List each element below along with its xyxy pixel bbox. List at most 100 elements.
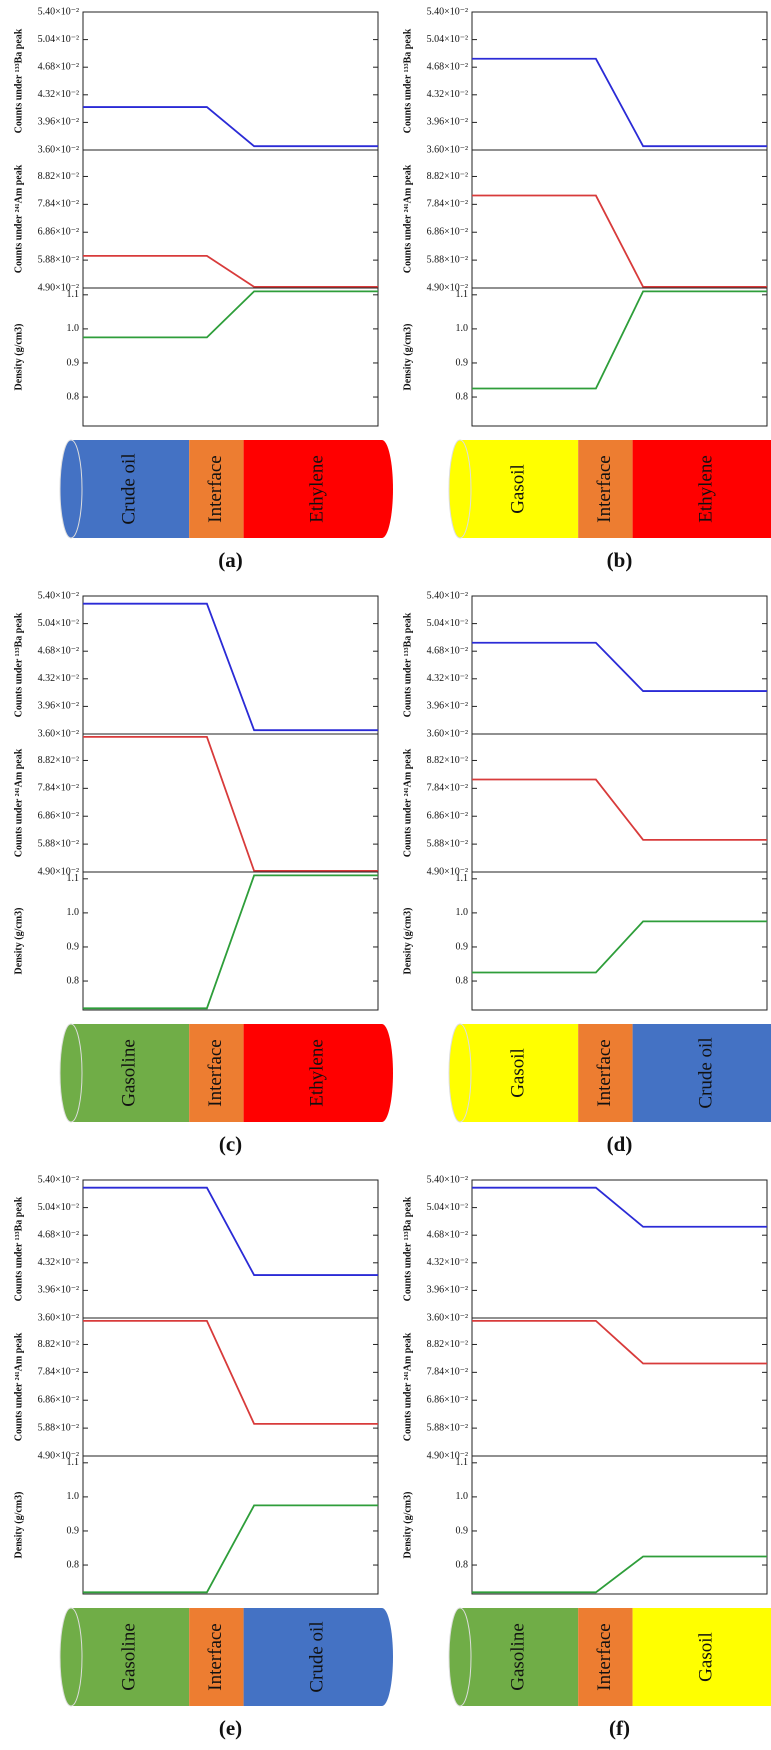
y-tick-label: 1.1	[456, 289, 469, 300]
data-line	[83, 874, 378, 1010]
y-tick-label: 4.68×10⁻²	[427, 645, 468, 656]
y-tick-label: 5.04×10⁻²	[427, 34, 468, 45]
y-tick-label: 7.84×10⁻²	[427, 783, 468, 794]
y-tick-label: 5.04×10⁻²	[38, 618, 79, 629]
data-line	[472, 1186, 767, 1228]
y-tick-label: 3.60×10⁻²	[38, 1312, 79, 1323]
panel: 3.60×10⁻² 3.96×10⁻² 4.32×10⁻² 4.68×10⁻² 5.04…	[13, 590, 393, 1156]
y-tick-label: 1.0	[456, 1491, 469, 1502]
y-tick-label: 5.04×10⁻²	[427, 618, 468, 629]
y-tick-label: 8.82×10⁻²	[38, 1339, 79, 1350]
data-line	[472, 1319, 767, 1365]
y-tick-label: 4.90×10⁻²	[427, 1450, 468, 1461]
y-tick-label: 4.90×10⁻²	[38, 282, 79, 293]
pipe-label: Ethylene	[696, 455, 717, 523]
y-axis-label: Density (g/cm3)	[402, 1492, 413, 1559]
y-axis-label: Counts under ²⁴¹Am peak	[13, 164, 24, 273]
pipe-segment	[632, 1024, 771, 1122]
data-line	[472, 778, 767, 841]
y-tick-label: 0.9	[456, 1525, 469, 1536]
pipe-label: Gasoline	[118, 1623, 139, 1691]
y-axis-label: Density (g/cm3)	[13, 324, 24, 391]
y-tick-label: 7.84×10⁻²	[427, 199, 468, 210]
data-line	[83, 106, 378, 148]
data-line	[472, 290, 767, 390]
data-line	[83, 290, 378, 339]
y-tick-label: 4.32×10⁻²	[38, 673, 79, 684]
plot-frame	[82, 1179, 379, 1319]
pipe-rim	[448, 1023, 472, 1123]
plot-frame	[82, 149, 379, 289]
pipe-segment	[578, 1608, 633, 1706]
pipe-label: Crude oil	[118, 453, 139, 524]
y-tick-label: 5.04×10⁻²	[38, 34, 79, 45]
pipe-label: Gasoil	[696, 1632, 717, 1682]
panel-label: (b)	[607, 548, 633, 572]
data-line	[83, 254, 378, 288]
y-tick-label: 3.96×10⁻²	[38, 117, 79, 128]
data-line	[472, 194, 767, 288]
pipe-cap	[371, 1024, 393, 1122]
panel: 3.60×10⁻² 3.96×10⁻² 4.32×10⁻² 4.68×10⁻² 5.04…	[13, 6, 393, 572]
y-tick-label: 0.9	[67, 1525, 80, 1536]
y-tick-label: 5.88×10⁻²	[427, 1422, 468, 1433]
pipe-segment	[578, 440, 633, 538]
y-tick-label: 4.90×10⁻²	[427, 282, 468, 293]
pipe-cap	[449, 1024, 471, 1122]
panel: 3.60×10⁻² 3.96×10⁻² 4.32×10⁻² 4.68×10⁻² 5.04…	[402, 590, 771, 1156]
y-axis-label: Density (g/cm3)	[13, 908, 24, 975]
plot-frame	[471, 149, 768, 289]
pipe-segment	[632, 1608, 771, 1706]
y-tick-label: 1.0	[456, 907, 469, 918]
y-tick-label: 7.84×10⁻²	[427, 1367, 468, 1378]
plot-frame	[471, 11, 768, 151]
pipe-segment	[460, 1608, 579, 1706]
y-tick-label: 4.32×10⁻²	[427, 89, 468, 100]
y-tick-label: 0.8	[456, 975, 469, 986]
plot-frame	[471, 1179, 768, 1319]
y-tick-label: 6.86×10⁻²	[38, 811, 79, 822]
y-tick-label: 4.90×10⁻²	[427, 866, 468, 877]
y-tick-label: 4.68×10⁻²	[38, 645, 79, 656]
pipe-cap	[760, 440, 771, 538]
y-tick-label: 7.84×10⁻²	[38, 199, 79, 210]
y-tick-label: 0.8	[67, 391, 80, 402]
y-tick-label: 4.32×10⁻²	[427, 1257, 468, 1268]
data-line	[83, 602, 378, 732]
pipe: Gasoil Interface Ethylene	[448, 439, 771, 539]
y-tick-label: 1.0	[67, 1491, 80, 1502]
y-tick-label: 5.88×10⁻²	[38, 838, 79, 849]
y-axis-label: Density (g/cm3)	[402, 324, 413, 391]
panel: 3.60×10⁻² 3.96×10⁻² 4.32×10⁻² 4.68×10⁻² 5.04…	[402, 1174, 771, 1740]
y-axis-label: Density (g/cm3)	[13, 1492, 24, 1559]
y-tick-label: 3.96×10⁻²	[38, 701, 79, 712]
pipe-label: Gasoline	[507, 1623, 528, 1691]
data-line	[83, 1186, 378, 1276]
y-axis-label: Counts under ¹³³Ba peak	[402, 1196, 413, 1301]
y-axis-label: Counts under ²⁴¹Am peak	[13, 748, 24, 857]
y-tick-label: 0.9	[456, 357, 469, 368]
panel-label: (d)	[607, 1132, 633, 1156]
y-tick-label: 1.0	[67, 323, 80, 334]
y-tick-label: 6.86×10⁻²	[427, 227, 468, 238]
pipe-segment	[460, 440, 579, 538]
panel: 3.60×10⁻² 3.96×10⁻² 4.32×10⁻² 4.68×10⁻² 5.04…	[13, 1174, 393, 1740]
y-tick-label: 5.88×10⁻²	[427, 254, 468, 265]
y-tick-label: 1.1	[67, 873, 80, 884]
y-tick-label: 3.96×10⁻²	[427, 117, 468, 128]
y-tick-label: 0.9	[67, 357, 80, 368]
data-line	[472, 57, 767, 148]
panel-label: (f)	[609, 1716, 630, 1740]
y-tick-label: 3.96×10⁻²	[38, 1285, 79, 1296]
y-tick-label: 3.60×10⁻²	[427, 728, 468, 739]
y-tick-label: 6.86×10⁻²	[427, 811, 468, 822]
y-tick-label: 0.8	[67, 1559, 80, 1570]
pipe-segment	[189, 1024, 244, 1122]
pipe-cap	[449, 1608, 471, 1706]
plot-frame	[82, 1317, 379, 1457]
y-tick-label: 8.82×10⁻²	[38, 171, 79, 182]
y-tick-label: 3.60×10⁻²	[38, 728, 79, 739]
plot-frame	[471, 595, 768, 735]
pipe-rim	[59, 1607, 83, 1707]
